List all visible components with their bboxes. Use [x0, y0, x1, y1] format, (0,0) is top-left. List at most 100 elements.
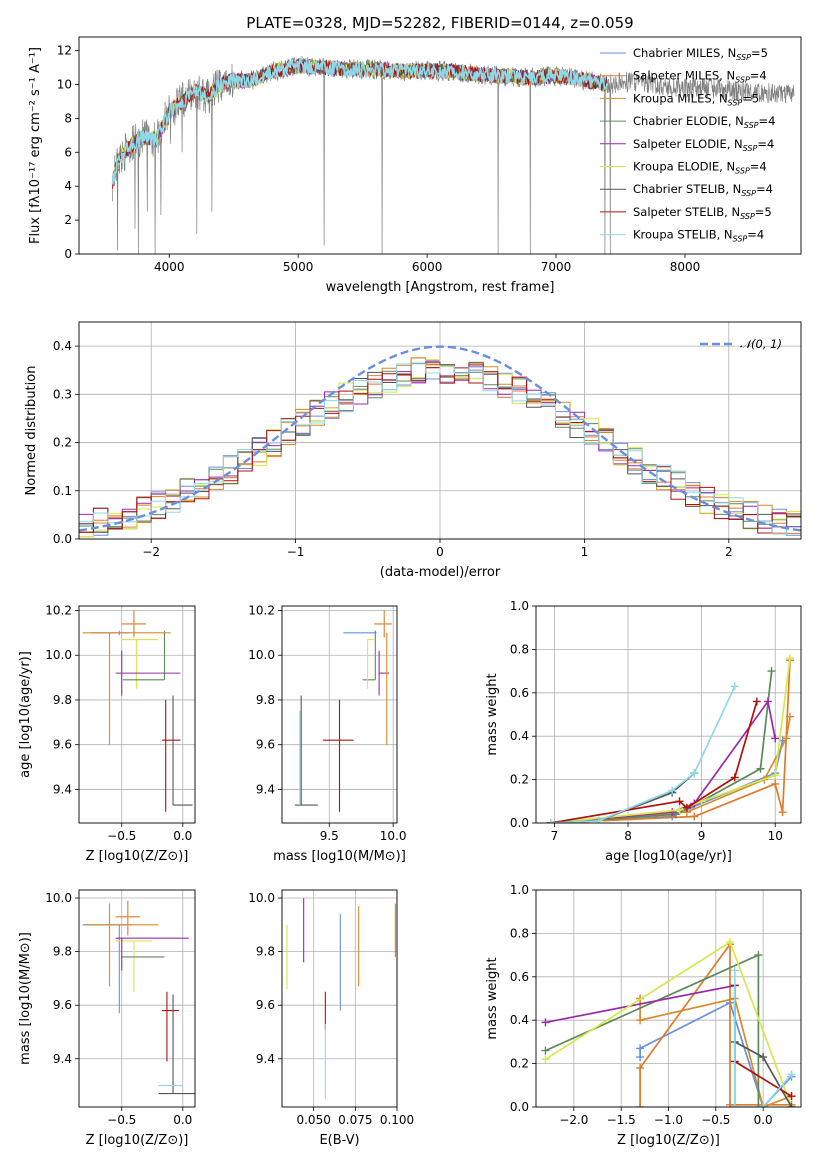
series-marker [675, 797, 684, 806]
legend-label: Chabrier STELIB, NSSP=4 [633, 182, 773, 198]
series-marker [771, 771, 780, 780]
y-tick-label: 0.4 [53, 339, 72, 353]
y-tick-label: 0.8 [510, 642, 529, 656]
x-tick-label: 5000 [283, 260, 314, 274]
errorbar-point [362, 630, 376, 681]
y-axis-label: age [log10(age/yr)] [18, 651, 33, 778]
y-tick-label: 9.4 [53, 782, 72, 796]
errorbar-point [115, 650, 181, 696]
series-marker [730, 1103, 739, 1107]
y-axis-label: Normed distribution [24, 366, 39, 496]
y-tick-label: 4 [64, 179, 72, 193]
errorbar-point [122, 630, 166, 681]
series-marker [767, 667, 776, 676]
age-vs-mass-panel: 9.5 10.0 9.4 9.6 9.8 10.0 10.2 mass [log10(M/M⊙… [248, 603, 406, 864]
x-tick-label: −1.0 [654, 1113, 683, 1127]
series-marker [754, 951, 763, 960]
mass-weight-vs-age-panel: 7 8 9 10 0.0 0.2 0.4 0.6 0.8 1.0 age [log10(age/yr… [485, 599, 802, 864]
errorbars [294, 610, 392, 812]
x-tick-label: −0.5 [701, 1113, 730, 1127]
y-tick-label: 0.4 [510, 729, 529, 743]
x-tick-label: 7 [551, 829, 559, 843]
errorbar-point [162, 699, 181, 812]
series-marker [771, 734, 780, 743]
x-tick-label: 9.5 [320, 829, 339, 843]
series-marker [636, 1044, 645, 1053]
spectrum-legend: Chabrier MILES, NSSP=5 Salpeter MILES, NS… [600, 46, 775, 244]
x-tick-label: −2.0 [559, 1113, 588, 1127]
errorbars [82, 610, 193, 812]
x-axis-label: mass [log10(M/M⊙)] [273, 849, 406, 864]
errorbar-point [162, 991, 180, 1062]
series-marker [756, 764, 765, 773]
legend-label: Chabrier MILES, NSSP=5 [633, 46, 768, 62]
y-tick-label: 10.0 [45, 891, 72, 905]
x-tick-label: 7000 [541, 260, 572, 274]
y-tick-label: 10.0 [248, 891, 275, 905]
y-tick-label: 0.4 [510, 1013, 529, 1027]
y-tick-label: 6 [64, 145, 72, 159]
legend-label: Kroupa STELIB, NSSP=4 [633, 228, 764, 244]
series-marker [668, 808, 677, 817]
series-marker [690, 769, 699, 778]
x-tick-label: 4000 [154, 260, 185, 274]
x-axis-label: age [log10(age/yr)] [605, 849, 732, 864]
legend-label: 𝒩(0, 1) [740, 337, 782, 351]
series-marker [636, 1053, 645, 1062]
errorbar-point [322, 699, 354, 812]
legend-label: Salpeter ELODIE, NSSP=4 [633, 137, 774, 153]
y-tick-label: 9.6 [53, 738, 72, 752]
axes-frame [281, 605, 398, 824]
series-marker [787, 1103, 796, 1107]
y-tick-label: 0.0 [510, 1100, 529, 1114]
series-marker [726, 1100, 735, 1107]
y-tick-label: 9.6 [256, 998, 275, 1012]
series-marker [754, 1103, 763, 1107]
legend-label: Salpeter STELIB, NSSP=5 [633, 205, 772, 221]
series-marker [730, 966, 739, 975]
axes-frame [78, 605, 196, 824]
series-marker [726, 938, 735, 947]
series-marker [787, 1070, 796, 1079]
y-tick-label: 9.8 [256, 945, 275, 959]
y-tick-label: 0.8 [510, 926, 529, 940]
y-tick-label: 0 [64, 247, 72, 261]
axes-frame [535, 889, 802, 1108]
y-tick-label: 0.0 [53, 532, 72, 546]
x-tick-label: 10 [768, 829, 783, 843]
x-axis-label: Z [log10(Z/Z⊙)] [617, 1133, 720, 1148]
series-marker [636, 1063, 645, 1072]
x-tick-label: −0.5 [107, 829, 136, 843]
y-tick-label: 0.2 [510, 1057, 529, 1071]
y-tick-label: 10.2 [248, 603, 275, 617]
residuals-hist [79, 345, 801, 538]
y-tick-label: 1.0 [510, 599, 529, 613]
axes-frame [78, 36, 802, 255]
y-tick-label: 9.8 [53, 693, 72, 707]
series-marker [636, 1103, 645, 1107]
x-tick-label: 0 [436, 545, 444, 559]
series-marker [541, 1055, 550, 1064]
x-tick-label: 1 [581, 545, 589, 559]
series-marker [752, 697, 761, 706]
series-marker [771, 779, 780, 788]
series-marker [787, 1092, 796, 1101]
histogram-steps [79, 363, 801, 535]
spectrum-panel: 4000 5000 6000 7000 8000 0 2 4 6 8 10 12 wavelength … [28, 36, 802, 295]
mass-weight-vs-Z-panel: −2.0 −1.5 −1.0 −0.5 0.0 0.0 0.2 0.4 0.6 0.8 1.0 Z [… [485, 883, 802, 1148]
series-marker [546, 819, 555, 823]
spectrum-model-line [111, 55, 608, 185]
errorbar-point [172, 695, 193, 806]
legend-label: Chabrier ELODIE, NSSP=4 [633, 114, 775, 130]
series-marker [682, 803, 691, 812]
x-tick-label: 0.075 [338, 1113, 372, 1127]
series-marker [541, 1046, 550, 1055]
y-tick-label: 10 [57, 77, 72, 91]
series-marker [675, 805, 684, 814]
series-marker [778, 808, 787, 817]
figure-title: PLATE=0328, MJD=52282, FIBERID=0144, z=0… [246, 14, 633, 32]
y-tick-label: 9.6 [53, 998, 72, 1012]
errorbar-point [374, 610, 392, 638]
x-tick-label: 8 [624, 829, 632, 843]
